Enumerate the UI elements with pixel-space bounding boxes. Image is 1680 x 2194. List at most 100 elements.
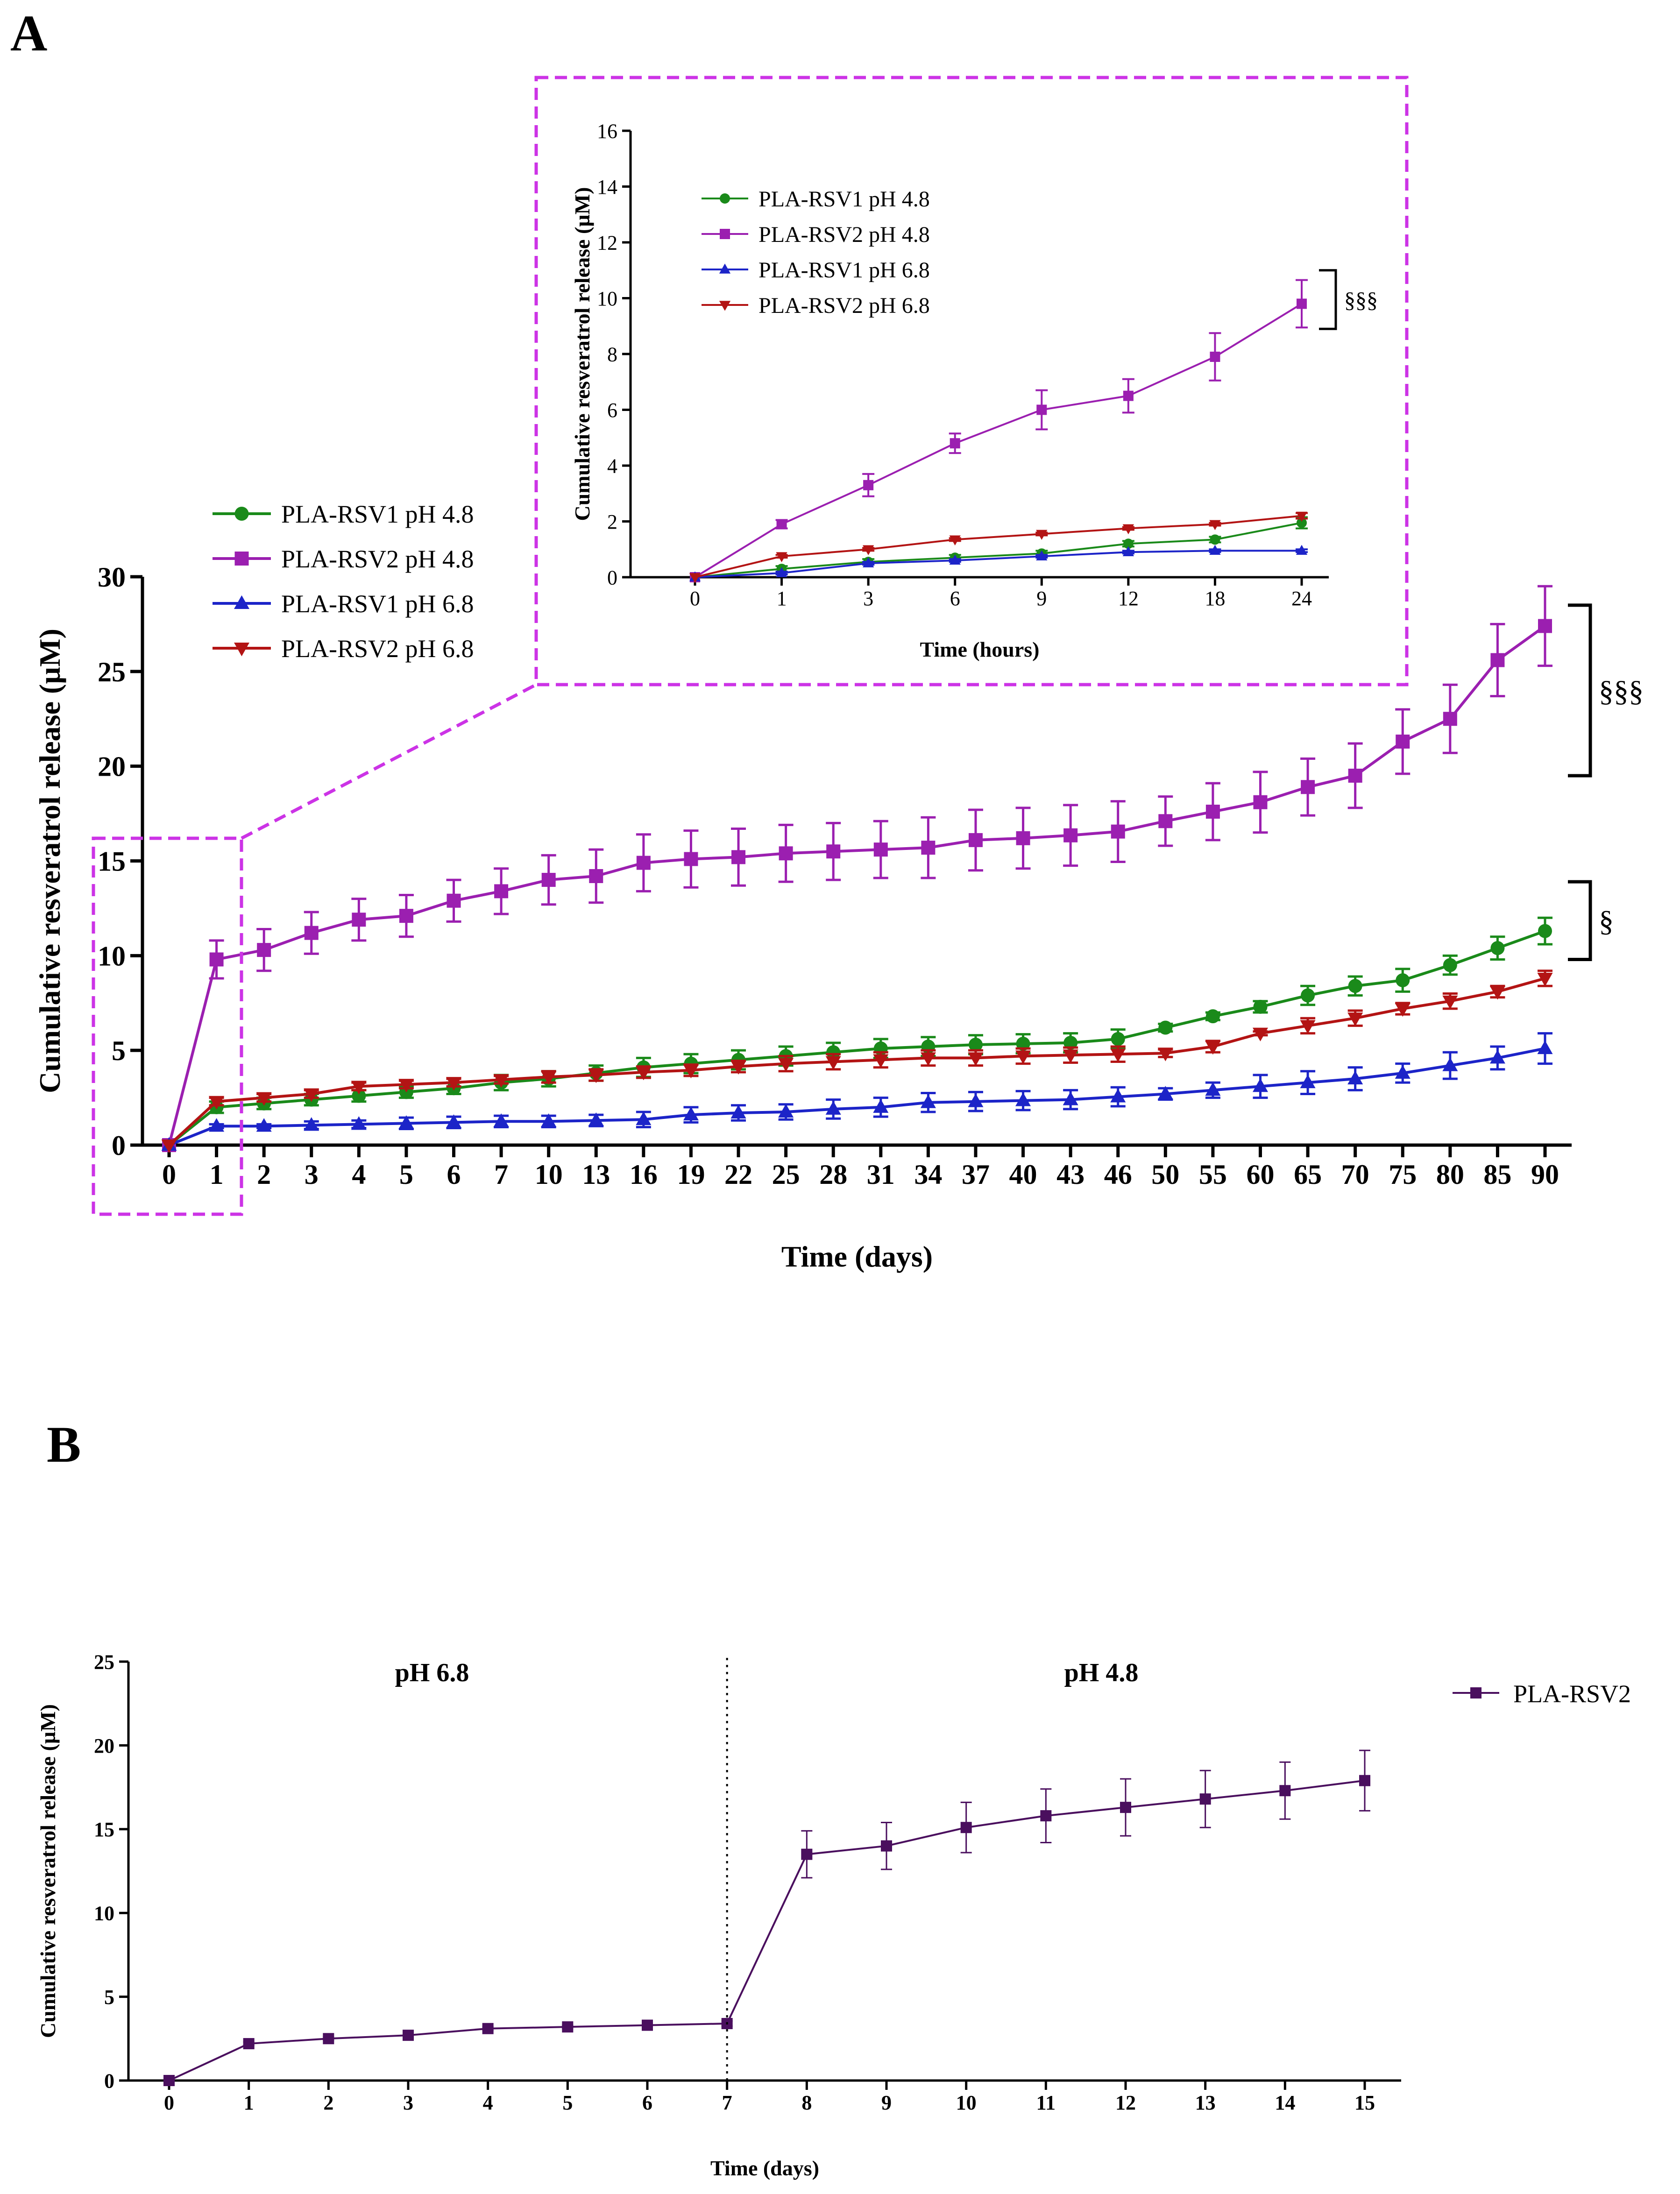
- main-data-point: [684, 852, 698, 866]
- inset-y-tick-label: 8: [607, 343, 617, 366]
- main-data-point: [873, 1054, 889, 1068]
- main-x-tick-label: 75: [1389, 1159, 1417, 1190]
- inset-data-point: [863, 545, 874, 555]
- main-x-axis-title: Time (days): [781, 1240, 933, 1273]
- inset-x-tick-label: 0: [690, 587, 700, 610]
- main-data-point: [352, 913, 366, 927]
- main-y-tick-label: 5: [112, 1035, 126, 1066]
- main-data-point: [1347, 1070, 1363, 1085]
- main-data-point: [730, 1104, 746, 1119]
- main-data-point: [352, 1089, 366, 1103]
- inset-significance-label: §§§: [1344, 288, 1378, 312]
- inset-data-point: [1123, 538, 1134, 549]
- main-data-point: [493, 1113, 509, 1127]
- inset-data-point: [863, 480, 874, 490]
- main-series-3: [161, 1032, 1553, 1151]
- main-data-point: [256, 1118, 272, 1132]
- b-x-tick-label: 1: [244, 2091, 254, 2114]
- main-data-point: [779, 846, 793, 861]
- main-data-point: [304, 1088, 319, 1102]
- main-data-point: [1205, 1082, 1221, 1096]
- main-data-point: [1063, 1091, 1078, 1105]
- main-x-tick-label: 40: [1009, 1159, 1037, 1190]
- main-x-tick-label: 34: [914, 1159, 942, 1190]
- main-y-axis-title: Cumulative resveratrol release (µM): [33, 629, 66, 1093]
- inset-data-point: [863, 557, 874, 567]
- main-data-point: [256, 1092, 272, 1106]
- b-data-point: [801, 1848, 813, 1860]
- main-data-point: [1253, 999, 1268, 1014]
- b-y-tick-label: 15: [94, 1818, 114, 1841]
- inset-series-line: [694, 303, 1303, 578]
- main-x-tick-label: 13: [582, 1159, 610, 1190]
- main-data-point: [1110, 1089, 1126, 1103]
- inset-data-point: [1297, 298, 1307, 309]
- inset-data-point: [949, 554, 961, 565]
- main-y-tick-label: 20: [98, 751, 126, 782]
- inset-y-tick-label: 14: [597, 176, 617, 198]
- b-data-point: [1199, 1793, 1211, 1805]
- main-legend-label: PLA-RSV1 pH 6.8: [281, 590, 474, 618]
- main-series-line: [168, 625, 1546, 1146]
- b-data-point: [323, 2033, 334, 2045]
- main-y-tick-label: 30: [98, 562, 126, 593]
- main-data-point: [778, 1058, 794, 1072]
- main-data-point: [589, 869, 603, 883]
- main-series-1: [162, 916, 1552, 1152]
- main-series-2: [162, 585, 1552, 1152]
- inset-series-line: [695, 515, 1302, 578]
- main-x-tick-label: 4: [352, 1159, 366, 1190]
- main-data-point: [731, 850, 746, 864]
- inset-x-tick-label: 3: [863, 587, 873, 610]
- main-data-point: [351, 1116, 367, 1130]
- main-significance-bracket: [1568, 880, 1592, 961]
- b-y-tick-label: 20: [94, 1734, 114, 1757]
- main-x-tick-label: 10: [535, 1159, 563, 1190]
- main-data-point: [873, 842, 888, 857]
- main-x-tick-label: 1: [210, 1159, 224, 1190]
- b-data-point: [163, 2075, 175, 2086]
- main-data-point: [1252, 1027, 1268, 1041]
- b-data-point: [642, 2019, 653, 2031]
- main-data-point: [968, 833, 983, 847]
- b-x-tick-label: 7: [722, 2091, 732, 2114]
- main-x-tick-label: 60: [1246, 1159, 1274, 1190]
- main-x-tick-label: 22: [724, 1159, 752, 1190]
- inset-data-point: [949, 535, 961, 545]
- main-data-point: [826, 1045, 841, 1060]
- inset-data-point: [1209, 545, 1221, 555]
- main-data-point: [1157, 1047, 1173, 1062]
- inset-legend-marker: [719, 263, 731, 274]
- main-x-tick-label: 37: [962, 1159, 990, 1190]
- b-x-tick-label: 6: [642, 2091, 652, 2114]
- main-data-point: [873, 1099, 889, 1113]
- main-data-point: [1110, 1048, 1126, 1062]
- main-data-point: [446, 1114, 462, 1128]
- main-data-point: [1442, 1057, 1458, 1071]
- main-data-point: [968, 1037, 983, 1052]
- inset-data-point: [776, 552, 787, 562]
- main-data-point: [1015, 1050, 1031, 1064]
- b-data-point: [960, 1822, 972, 1833]
- inset-legend-label: PLA-RSV1 pH 6.8: [758, 258, 930, 283]
- b-x-axis-title: Time (days): [710, 2156, 819, 2180]
- b-data-point: [243, 2038, 255, 2050]
- zoom-connector-line: [241, 683, 537, 840]
- main-data-point: [1489, 986, 1505, 1000]
- main-x-tick-label: 46: [1104, 1159, 1132, 1190]
- main-data-point: [730, 1061, 746, 1075]
- main-y-tick-label: 15: [98, 846, 126, 877]
- main-x-tick-label: 16: [630, 1159, 658, 1190]
- main-data-point: [1442, 995, 1458, 1009]
- inset-data-point: [1210, 534, 1220, 545]
- main-data-point: [398, 1115, 414, 1129]
- b-region-label: pH 6.8: [395, 1658, 469, 1687]
- inset-series-4: [689, 511, 1308, 583]
- inset-y-tick-label: 2: [607, 510, 617, 533]
- main-data-point: [446, 1077, 462, 1091]
- b-y-axis-title: Cumulative resveratrol release (µM): [36, 1704, 60, 2038]
- main-legend-label: PLA-RSV1 pH 4.8: [281, 500, 474, 528]
- main-data-point: [1537, 1040, 1553, 1055]
- main-data-point: [1396, 734, 1410, 749]
